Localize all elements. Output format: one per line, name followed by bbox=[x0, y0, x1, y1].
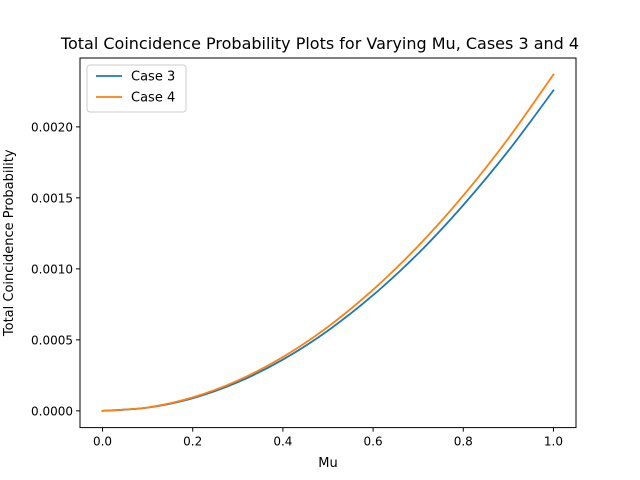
plot-frame bbox=[79, 57, 577, 429]
y-axis-label: Total Coincidence Probability bbox=[2, 149, 17, 337]
y-tick-label: 0.0000 bbox=[31, 404, 73, 418]
x-tick-label: 0.4 bbox=[273, 435, 292, 449]
series-line-case-4 bbox=[101, 73, 555, 412]
plot-lines bbox=[101, 73, 555, 412]
x-tick-label: 0.8 bbox=[454, 435, 473, 449]
x-tick-label: 1.0 bbox=[544, 435, 563, 449]
x-axis-label: Mu bbox=[318, 456, 337, 471]
x-tick-label: 0.6 bbox=[364, 435, 383, 449]
legend-label: Case 3 bbox=[131, 70, 175, 85]
x-tick-label: 0.2 bbox=[183, 435, 202, 449]
y-tick-label: 0.0010 bbox=[31, 262, 73, 276]
y-axis: 0.0000 0.0005 0.0010 0.0015 0.0020 bbox=[31, 120, 80, 418]
legend-label: Case 4 bbox=[131, 91, 175, 106]
legend: Case 3 Case 4 bbox=[86, 64, 187, 113]
series-line-case-3 bbox=[101, 89, 555, 412]
y-tick-label: 0.0020 bbox=[31, 120, 73, 134]
x-tick-label: 0.0 bbox=[93, 435, 112, 449]
y-tick-label: 0.0015 bbox=[31, 191, 73, 205]
chart-title: Total Coincidence Probability Plots for … bbox=[60, 34, 579, 53]
x-axis: 0.0 0.2 0.4 0.6 0.8 1.0 bbox=[93, 427, 563, 449]
y-tick-label: 0.0005 bbox=[31, 333, 73, 347]
